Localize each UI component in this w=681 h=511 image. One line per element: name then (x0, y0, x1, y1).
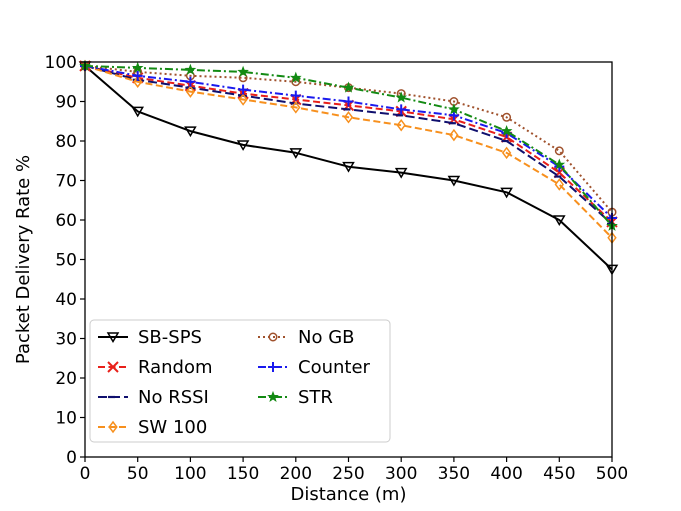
data-point (447, 175, 461, 187)
data-point (554, 146, 564, 156)
y-tick-label: 60 (55, 211, 77, 231)
data-point (131, 106, 145, 118)
data-point (554, 178, 564, 191)
series-line (84, 64, 613, 239)
data-point (131, 61, 144, 73)
x-tick-label: 500 (596, 464, 628, 484)
legend-label: Random (138, 357, 213, 378)
series-sb-sps (78, 61, 619, 276)
legend-item: STR (258, 387, 333, 408)
x-axis-label: Distance (m) (290, 484, 406, 505)
legend-box (89, 319, 391, 443)
y-tick-label: 90 (55, 93, 77, 113)
data-point (342, 161, 355, 173)
data-point (343, 111, 354, 124)
series-line (84, 64, 613, 213)
data-point (237, 65, 249, 77)
legend-marker (107, 361, 119, 373)
y-axis-label: Packet Delivery Rate % (13, 155, 34, 364)
x-tick-label: 300 (385, 464, 417, 484)
legend-item: Random (98, 357, 213, 378)
data-point (343, 96, 354, 107)
data-point (396, 118, 406, 132)
x-tick-label: 150 (227, 464, 259, 484)
legend-label: No RSSI (138, 387, 209, 408)
legend-marker (268, 362, 278, 372)
data-point (449, 128, 459, 142)
legend-label: SB-SPS (138, 327, 202, 348)
series-line (84, 64, 613, 219)
data-point (238, 84, 249, 95)
legend-label: Counter (298, 357, 371, 378)
y-tick-label: 70 (55, 172, 77, 192)
axes-layer: 0 50 100 150 200 250 300 350 400 450 500 0 10 20 30 40 5… (13, 53, 628, 505)
y-tick-label: 50 (55, 251, 77, 271)
legend-item: Counter (258, 357, 371, 378)
data-point (448, 103, 460, 115)
y-tick-label: 100 (45, 53, 77, 73)
data-point (394, 167, 408, 179)
series-line (84, 65, 613, 271)
legend-marker (106, 332, 120, 343)
y-tick-label: 0 (66, 448, 77, 468)
legend-item: SW 100 (98, 417, 207, 438)
data-point (238, 93, 248, 106)
data-point (502, 112, 512, 122)
legend-label: SW 100 (138, 417, 207, 438)
legend-label: STR (298, 387, 333, 408)
x-tick-label: 450 (543, 464, 575, 484)
x-tick-label: 350 (438, 464, 470, 484)
y-tick-label: 40 (55, 290, 77, 310)
x-tick-label: 100 (174, 464, 206, 484)
data-point (185, 76, 196, 87)
series-layer (78, 59, 619, 276)
y-tick-label: 80 (55, 132, 77, 152)
x-tick-label: 50 (127, 464, 149, 484)
legend-marker (108, 420, 118, 434)
data-point (500, 187, 513, 199)
legend-item: No GB (258, 327, 355, 348)
data-point (553, 158, 566, 170)
x-tick-label: 0 (80, 464, 91, 484)
y-tick-label: 10 (55, 409, 77, 429)
data-point (289, 148, 303, 159)
legend-marker (267, 390, 279, 402)
y-tick-label: 30 (55, 330, 77, 350)
data-point (184, 126, 197, 138)
data-point (342, 81, 355, 93)
legend: SB-SPS Random No RSSI SW 100 No GB Counter STR (89, 319, 391, 443)
x-tick-label: 400 (490, 464, 522, 484)
data-point (291, 101, 301, 114)
data-point (395, 91, 408, 103)
data-point (290, 90, 301, 101)
legend-marker (268, 332, 278, 342)
data-point (185, 85, 196, 98)
data-point (396, 104, 407, 115)
data-point (133, 75, 143, 88)
legend-item: No RSSI (98, 387, 209, 408)
data-point (184, 63, 197, 75)
data-point (132, 70, 143, 81)
data-point (236, 140, 250, 151)
y-tick-label: 20 (55, 369, 77, 389)
data-point (552, 215, 566, 226)
legend-item: SB-SPS (98, 327, 202, 348)
data-point (289, 71, 302, 83)
legend-label: No GB (298, 327, 355, 348)
x-tick-label: 200 (280, 464, 312, 484)
x-tick-label: 250 (332, 464, 364, 484)
series-line (84, 64, 613, 227)
data-point (448, 110, 459, 121)
data-point (500, 124, 513, 137)
data-point (501, 146, 512, 160)
